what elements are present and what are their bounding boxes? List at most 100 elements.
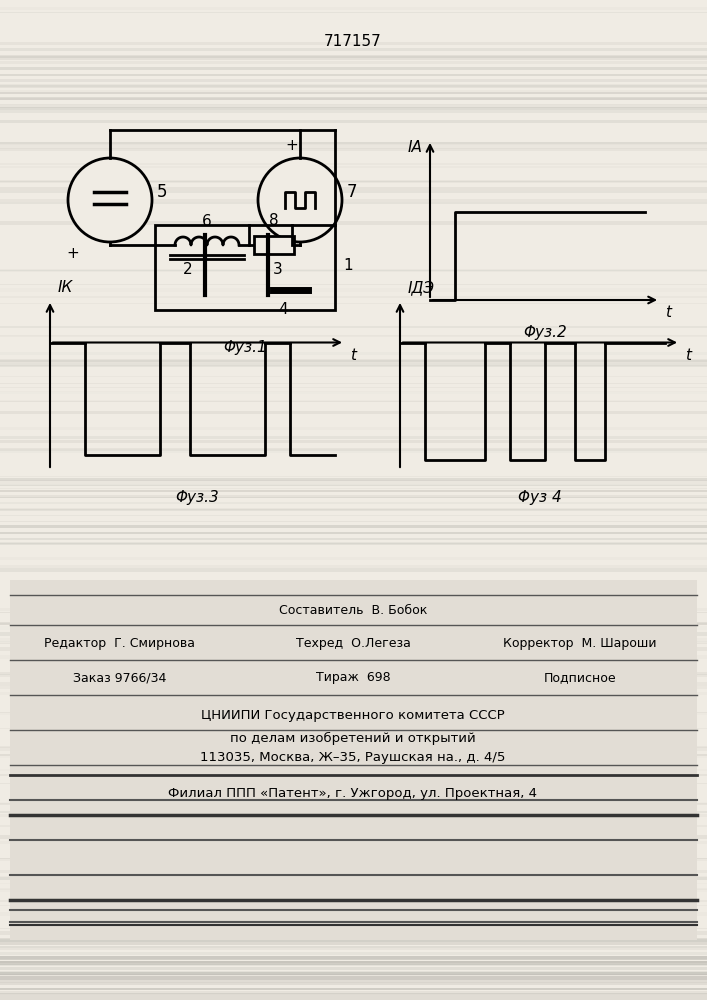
Bar: [0, 107, 707, 110]
Bar: [0, 612, 707, 613]
Bar: [0, 90, 707, 92]
Bar: [0, 484, 707, 486]
Text: Φуз.3: Φуз.3: [175, 490, 219, 505]
Bar: [0, 400, 707, 401]
Bar: [0, 449, 707, 453]
Bar: [0, 754, 707, 756]
Text: 1: 1: [343, 257, 353, 272]
Text: IК: IК: [58, 280, 74, 295]
Bar: [0, 502, 707, 504]
Bar: [0, 12, 707, 13]
Bar: [0, 352, 707, 355]
Bar: [0, 326, 707, 328]
Bar: [0, 557, 707, 560]
Bar: [0, 928, 707, 929]
Text: 113035, Москва, Ж–35, Раушская на., д. 4/5: 113035, Москва, Ж–35, Раушская на., д. 4…: [200, 752, 506, 764]
Text: Редактор  Г. Смирнова: Редактор Г. Смирнова: [45, 637, 196, 650]
Bar: [0, 974, 707, 976]
Bar: [0, 55, 707, 58]
Bar: [0, 746, 707, 748]
Text: 8: 8: [269, 213, 279, 228]
Bar: [0, 497, 707, 498]
Bar: [155, 225, 335, 310]
Bar: [0, 221, 707, 225]
Bar: [0, 270, 707, 271]
Text: 2: 2: [183, 262, 193, 277]
Bar: [0, 876, 707, 880]
Text: Филиал ППП «Патент», г. Ужгород, ул. Проектная, 4: Филиал ППП «Патент», г. Ужгород, ул. Про…: [168, 786, 537, 800]
Bar: [0, 712, 707, 715]
Bar: [0, 401, 707, 402]
Bar: [0, 632, 707, 636]
Bar: [0, 961, 707, 964]
Bar: [0, 142, 707, 144]
Text: 717157: 717157: [324, 34, 382, 49]
Text: 3: 3: [273, 262, 283, 277]
Bar: [0, 359, 707, 363]
Text: Φуз.2: Φуз.2: [523, 325, 567, 340]
Bar: [0, 858, 707, 859]
Bar: [0, 938, 707, 940]
Bar: [0, 858, 707, 861]
Bar: [0, 971, 707, 975]
Text: Φуз.1: Φуз.1: [223, 340, 267, 355]
Bar: [0, 180, 707, 183]
Text: IДЭ: IДЭ: [408, 280, 435, 295]
Bar: [254, 236, 294, 254]
Bar: [0, 56, 707, 60]
Bar: [0, 991, 707, 994]
Bar: [0, 647, 707, 651]
Bar: [0, 98, 707, 100]
Bar: [0, 478, 707, 481]
Bar: [0, 436, 707, 439]
Bar: [0, 961, 707, 965]
Bar: [0, 956, 707, 960]
Bar: [0, 392, 707, 394]
Bar: [0, 889, 707, 892]
Text: Тираж  698: Тираж 698: [316, 672, 390, 684]
Bar: [0, 870, 707, 873]
Bar: [0, 638, 707, 642]
Bar: [0, 181, 707, 182]
Bar: [0, 993, 707, 995]
Bar: [0, 931, 707, 935]
Bar: [0, 48, 707, 51]
Bar: [0, 104, 707, 105]
Bar: [0, 952, 707, 955]
Bar: [0, 946, 707, 950]
Bar: [0, 488, 707, 489]
Bar: [0, 972, 707, 975]
Bar: [0, 888, 707, 890]
Bar: [0, 641, 707, 643]
Bar: [0, 42, 707, 45]
Bar: [0, 686, 707, 689]
Text: ЦНИИПИ Государственного комитета СССР: ЦНИИПИ Государственного комитета СССР: [201, 708, 505, 722]
Text: +: +: [286, 138, 298, 153]
Bar: [0, 565, 707, 568]
Bar: [0, 608, 707, 611]
Text: 4: 4: [278, 302, 288, 317]
Text: t: t: [665, 305, 671, 320]
Bar: [0, 110, 707, 113]
Bar: [0, 440, 707, 443]
Bar: [0, 163, 707, 165]
Bar: [0, 199, 707, 202]
Bar: [0, 982, 707, 983]
Circle shape: [258, 158, 342, 242]
Text: t: t: [350, 348, 356, 362]
Bar: [0, 191, 707, 193]
Bar: [0, 995, 707, 1000]
Bar: [0, 521, 707, 522]
Bar: [0, 877, 707, 880]
Bar: [0, 105, 707, 108]
Bar: [0, 961, 707, 963]
Circle shape: [68, 158, 152, 242]
Bar: [0, 411, 707, 414]
Bar: [0, 97, 707, 100]
Bar: [0, 728, 707, 729]
Text: 6: 6: [202, 214, 212, 229]
Bar: [0, 988, 707, 990]
Bar: [0, 363, 707, 367]
Bar: [0, 508, 707, 510]
Bar: [0, 296, 707, 298]
